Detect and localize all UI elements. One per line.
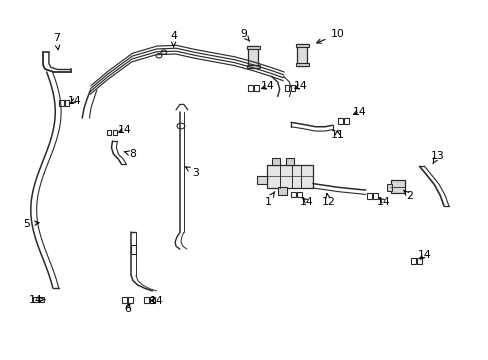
- Bar: [297, 44, 306, 66]
- FancyBboxPatch shape: [290, 85, 295, 91]
- FancyBboxPatch shape: [344, 118, 348, 124]
- Text: 11: 11: [330, 130, 344, 140]
- Text: 14: 14: [417, 250, 430, 260]
- Circle shape: [177, 123, 184, 129]
- Text: 9: 9: [240, 29, 249, 41]
- FancyBboxPatch shape: [112, 130, 117, 135]
- Text: 14: 14: [376, 197, 390, 207]
- Text: 14: 14: [118, 125, 131, 135]
- Text: 10: 10: [316, 29, 344, 43]
- FancyBboxPatch shape: [143, 297, 148, 303]
- FancyBboxPatch shape: [372, 193, 377, 199]
- Text: 14: 14: [293, 81, 306, 91]
- Text: 2: 2: [403, 190, 412, 201]
- Bar: [246, 46, 259, 49]
- FancyBboxPatch shape: [366, 193, 371, 199]
- Bar: [278, 187, 286, 195]
- Bar: [295, 63, 308, 66]
- Text: 6: 6: [124, 304, 131, 314]
- Bar: [386, 184, 391, 191]
- Bar: [271, 158, 279, 165]
- Text: 8: 8: [124, 149, 136, 159]
- FancyBboxPatch shape: [284, 85, 289, 91]
- FancyBboxPatch shape: [416, 258, 421, 264]
- FancyBboxPatch shape: [128, 297, 133, 303]
- Text: 14: 14: [352, 107, 366, 117]
- Bar: [129, 245, 137, 254]
- Bar: [246, 65, 259, 68]
- FancyBboxPatch shape: [248, 85, 253, 91]
- Text: 7: 7: [53, 33, 60, 50]
- Text: 3: 3: [185, 167, 199, 178]
- Text: 14: 14: [261, 81, 274, 91]
- Text: 4: 4: [170, 31, 177, 47]
- Bar: [256, 176, 267, 184]
- FancyBboxPatch shape: [296, 192, 301, 197]
- FancyBboxPatch shape: [122, 297, 127, 303]
- FancyBboxPatch shape: [64, 100, 69, 106]
- FancyBboxPatch shape: [106, 130, 111, 135]
- Text: 14: 14: [28, 294, 45, 305]
- Bar: [266, 165, 312, 188]
- Circle shape: [161, 50, 166, 54]
- Bar: [248, 46, 258, 68]
- Text: 1: 1: [264, 192, 274, 207]
- Text: 14: 14: [67, 96, 81, 106]
- Text: 12: 12: [321, 193, 335, 207]
- FancyBboxPatch shape: [33, 297, 38, 302]
- FancyBboxPatch shape: [290, 192, 295, 197]
- FancyBboxPatch shape: [149, 297, 154, 303]
- FancyBboxPatch shape: [39, 297, 44, 302]
- Bar: [295, 44, 308, 46]
- Text: 5: 5: [23, 219, 39, 229]
- FancyBboxPatch shape: [254, 85, 259, 91]
- Bar: [390, 180, 404, 193]
- FancyBboxPatch shape: [59, 100, 63, 106]
- Text: 13: 13: [430, 150, 444, 163]
- FancyBboxPatch shape: [410, 258, 415, 264]
- FancyBboxPatch shape: [338, 118, 343, 124]
- Circle shape: [156, 54, 162, 58]
- Text: 14: 14: [300, 197, 313, 207]
- Bar: [285, 158, 293, 165]
- Text: 14: 14: [149, 296, 163, 306]
